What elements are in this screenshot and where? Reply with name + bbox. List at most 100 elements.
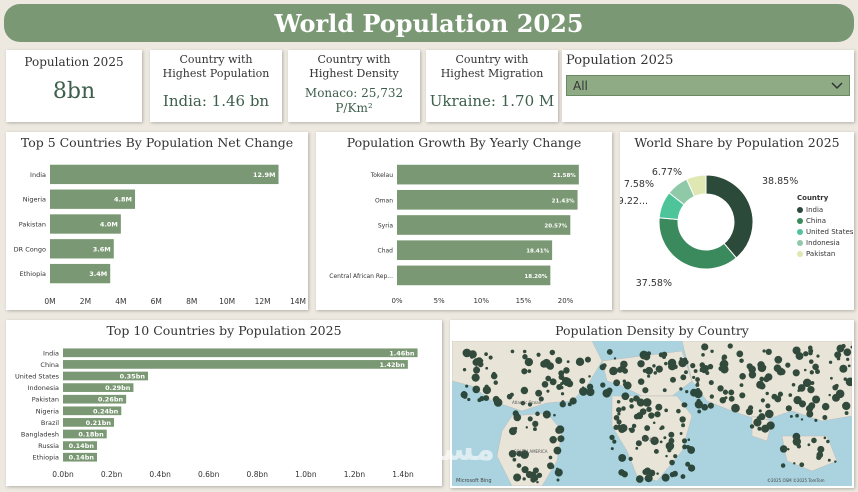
density-marker[interactable] bbox=[702, 365, 710, 372]
density-marker[interactable] bbox=[661, 473, 670, 482]
density-marker[interactable] bbox=[536, 352, 541, 357]
density-marker[interactable] bbox=[679, 432, 683, 435]
density-marker[interactable] bbox=[719, 362, 725, 367]
density-marker[interactable] bbox=[787, 448, 790, 451]
density-marker[interactable] bbox=[679, 387, 683, 391]
density-marker[interactable] bbox=[623, 381, 632, 390]
density-marker[interactable] bbox=[513, 413, 522, 422]
density-marker[interactable] bbox=[655, 365, 663, 373]
density-marker[interactable] bbox=[483, 395, 490, 401]
density-marker[interactable] bbox=[561, 400, 565, 404]
density-marker[interactable] bbox=[762, 349, 766, 353]
density-marker[interactable] bbox=[536, 472, 543, 478]
density-marker[interactable] bbox=[696, 381, 700, 385]
density-marker[interactable] bbox=[793, 396, 802, 405]
density-marker[interactable] bbox=[687, 438, 691, 442]
density-marker[interactable] bbox=[652, 364, 656, 368]
density-marker[interactable] bbox=[701, 403, 709, 411]
density-marker[interactable] bbox=[803, 351, 809, 357]
density-marker[interactable] bbox=[789, 414, 793, 418]
density-marker[interactable] bbox=[553, 413, 556, 417]
density-marker[interactable] bbox=[757, 426, 762, 431]
density-marker[interactable] bbox=[826, 439, 830, 444]
density-marker[interactable] bbox=[792, 432, 801, 441]
density-marker[interactable] bbox=[788, 393, 793, 397]
density-marker[interactable] bbox=[701, 353, 705, 357]
density-marker[interactable] bbox=[629, 398, 634, 403]
bar[interactable] bbox=[63, 418, 114, 427]
density-marker[interactable] bbox=[723, 390, 728, 395]
density-marker[interactable] bbox=[542, 358, 551, 368]
density-marker[interactable] bbox=[771, 393, 778, 400]
density-marker[interactable] bbox=[845, 377, 852, 387]
density-marker[interactable] bbox=[620, 360, 628, 369]
density-marker[interactable] bbox=[508, 449, 517, 458]
density-marker[interactable] bbox=[765, 403, 771, 409]
density-marker[interactable] bbox=[728, 389, 735, 396]
density-marker[interactable] bbox=[566, 360, 570, 364]
density-marker[interactable] bbox=[739, 358, 744, 363]
density-marker[interactable] bbox=[520, 450, 529, 459]
density-marker[interactable] bbox=[516, 450, 523, 457]
density-marker[interactable] bbox=[546, 389, 550, 393]
density-marker[interactable] bbox=[686, 444, 690, 449]
density-marker[interactable] bbox=[633, 413, 640, 420]
density-marker[interactable] bbox=[685, 390, 689, 394]
density-marker[interactable] bbox=[520, 400, 526, 406]
density-marker[interactable] bbox=[617, 424, 621, 428]
legend-item[interactable]: China bbox=[797, 217, 853, 225]
density-marker[interactable] bbox=[549, 378, 557, 386]
density-marker[interactable] bbox=[635, 446, 639, 450]
bar[interactable] bbox=[63, 452, 97, 462]
density-marker[interactable] bbox=[545, 375, 552, 382]
bar[interactable] bbox=[63, 383, 134, 392]
density-marker[interactable] bbox=[618, 453, 627, 462]
density-marker[interactable] bbox=[629, 404, 634, 409]
density-marker[interactable] bbox=[739, 372, 746, 380]
density-marker[interactable] bbox=[822, 415, 828, 421]
density-marker[interactable] bbox=[721, 354, 728, 360]
density-marker[interactable] bbox=[613, 379, 621, 387]
density-marker[interactable] bbox=[764, 373, 773, 381]
density-marker[interactable] bbox=[850, 345, 852, 349]
density-marker[interactable] bbox=[669, 459, 675, 466]
density-marker[interactable] bbox=[663, 436, 667, 440]
density-marker[interactable] bbox=[556, 478, 560, 482]
density-marker[interactable] bbox=[633, 395, 640, 402]
density-marker[interactable] bbox=[522, 354, 528, 360]
density-marker[interactable] bbox=[761, 424, 770, 433]
density-marker[interactable] bbox=[758, 382, 766, 390]
density-marker[interactable] bbox=[792, 346, 801, 355]
density-marker[interactable] bbox=[682, 444, 688, 450]
density-marker[interactable] bbox=[835, 389, 845, 399]
density-marker[interactable] bbox=[532, 467, 539, 474]
density-marker[interactable] bbox=[803, 368, 807, 372]
density-marker[interactable] bbox=[669, 471, 675, 478]
density-marker[interactable] bbox=[797, 389, 801, 392]
density-marker[interactable] bbox=[662, 388, 667, 393]
density-marker[interactable] bbox=[828, 393, 831, 397]
density-marker[interactable] bbox=[525, 471, 534, 479]
density-marker[interactable] bbox=[506, 393, 513, 400]
density-marker[interactable] bbox=[482, 385, 492, 395]
density-marker[interactable] bbox=[812, 395, 821, 404]
density-marker[interactable] bbox=[728, 395, 735, 402]
density-marker[interactable] bbox=[653, 448, 659, 454]
density-marker[interactable] bbox=[654, 411, 661, 418]
density-marker[interactable] bbox=[485, 366, 489, 370]
density-marker[interactable] bbox=[655, 403, 663, 411]
density-marker[interactable] bbox=[753, 418, 762, 427]
density-marker[interactable] bbox=[664, 408, 668, 413]
density-marker[interactable] bbox=[493, 380, 498, 385]
density-marker[interactable] bbox=[660, 425, 665, 430]
density-marker[interactable] bbox=[807, 345, 813, 351]
density-marker[interactable] bbox=[739, 383, 744, 388]
density-marker[interactable] bbox=[756, 416, 760, 420]
density-marker[interactable] bbox=[777, 391, 784, 397]
bar[interactable] bbox=[50, 214, 121, 234]
density-marker[interactable] bbox=[847, 364, 851, 368]
density-marker[interactable] bbox=[525, 426, 529, 429]
bar[interactable] bbox=[63, 360, 408, 369]
density-marker[interactable] bbox=[607, 390, 612, 395]
density-marker[interactable] bbox=[616, 407, 622, 413]
